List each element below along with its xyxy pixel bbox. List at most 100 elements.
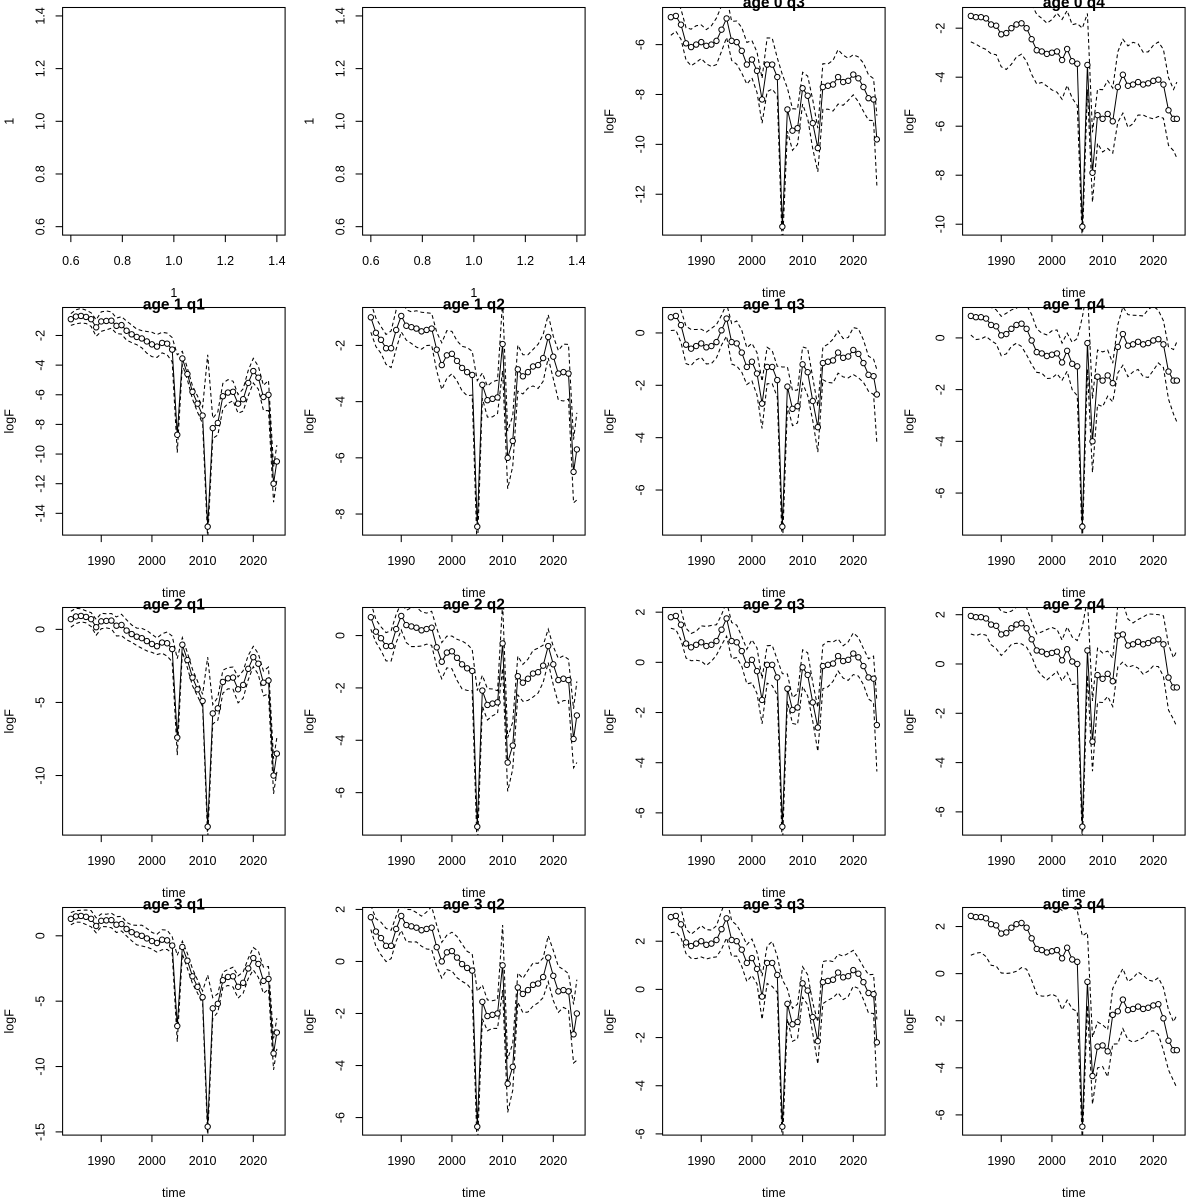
svg-text:-6: -6 [934, 1109, 948, 1120]
svg-text:logF: logF [902, 709, 916, 734]
svg-text:-4: -4 [934, 72, 948, 83]
svg-text:0: 0 [634, 986, 648, 993]
svg-text:-4: -4 [634, 432, 648, 443]
svg-text:logF: logF [602, 1009, 616, 1034]
svg-text:1990: 1990 [387, 1154, 415, 1168]
svg-text:2010: 2010 [189, 1154, 217, 1168]
svg-text:2000: 2000 [138, 554, 166, 568]
svg-text:2000: 2000 [438, 1154, 466, 1168]
svg-text:2020: 2020 [1139, 854, 1167, 868]
svg-text:1990: 1990 [687, 854, 715, 868]
svg-text:1990: 1990 [87, 1154, 115, 1168]
svg-text:age 1 q2: age 1 q2 [443, 296, 505, 313]
svg-text:-2: -2 [34, 330, 48, 341]
svg-text:1: 1 [2, 118, 16, 125]
svg-text:1990: 1990 [87, 554, 115, 568]
svg-text:-6: -6 [34, 389, 48, 400]
svg-text:1.0: 1.0 [334, 113, 348, 130]
svg-text:-8: -8 [634, 89, 648, 100]
svg-text:-2: -2 [334, 340, 348, 351]
svg-text:-4: -4 [634, 1080, 648, 1091]
svg-text:1: 1 [470, 286, 477, 300]
svg-text:time: time [162, 886, 186, 900]
svg-text:2020: 2020 [1139, 254, 1167, 268]
svg-text:-8: -8 [934, 170, 948, 181]
svg-text:2020: 2020 [539, 854, 567, 868]
svg-text:2020: 2020 [239, 1154, 267, 1168]
svg-text:age 1 q4: age 1 q4 [1043, 296, 1105, 313]
svg-text:2020: 2020 [539, 554, 567, 568]
svg-text:-2: -2 [334, 682, 348, 693]
svg-text:-6: -6 [934, 121, 948, 132]
svg-text:age 0 q4: age 0 q4 [1043, 0, 1105, 11]
svg-text:1990: 1990 [987, 554, 1015, 568]
svg-text:2000: 2000 [1038, 254, 1066, 268]
svg-text:time: time [1062, 1186, 1086, 1200]
svg-text:-10: -10 [34, 445, 48, 463]
svg-text:1.2: 1.2 [334, 60, 348, 77]
svg-text:0: 0 [634, 329, 648, 336]
svg-text:-6: -6 [634, 39, 648, 50]
svg-text:2020: 2020 [839, 1154, 867, 1168]
svg-text:1.0: 1.0 [34, 113, 48, 130]
svg-text:logF: logF [302, 709, 316, 734]
svg-text:time: time [462, 586, 486, 600]
svg-text:-4: -4 [334, 735, 348, 746]
svg-text:-2: -2 [934, 708, 948, 719]
svg-text:1.4: 1.4 [268, 254, 285, 268]
svg-text:1990: 1990 [987, 1154, 1015, 1168]
svg-text:-5: -5 [34, 697, 48, 708]
svg-text:0: 0 [934, 970, 948, 977]
svg-text:-6: -6 [634, 1128, 648, 1139]
svg-text:2010: 2010 [1089, 1154, 1117, 1168]
svg-text:0: 0 [934, 660, 948, 667]
svg-text:1.2: 1.2 [217, 254, 234, 268]
svg-text:-2: -2 [934, 23, 948, 34]
svg-text:1.4: 1.4 [34, 7, 48, 24]
svg-text:1990: 1990 [687, 254, 715, 268]
svg-text:2020: 2020 [839, 554, 867, 568]
svg-text:-8: -8 [334, 508, 348, 519]
svg-text:-4: -4 [934, 1062, 948, 1073]
svg-text:2000: 2000 [738, 554, 766, 568]
svg-text:-2: -2 [634, 380, 648, 391]
svg-text:2: 2 [934, 923, 948, 930]
svg-text:time: time [162, 1186, 186, 1200]
svg-text:2010: 2010 [489, 554, 517, 568]
svg-text:time: time [762, 886, 786, 900]
svg-text:-6: -6 [634, 484, 648, 495]
svg-text:-4: -4 [34, 360, 48, 371]
svg-text:-2: -2 [634, 707, 648, 718]
svg-text:time: time [1062, 586, 1086, 600]
svg-text:logF: logF [902, 109, 916, 134]
svg-text:age 2 q1: age 2 q1 [143, 596, 205, 613]
svg-text:1.0: 1.0 [165, 254, 182, 268]
svg-text:-4: -4 [334, 1060, 348, 1071]
svg-text:2000: 2000 [738, 1154, 766, 1168]
svg-text:2010: 2010 [1089, 554, 1117, 568]
svg-text:2020: 2020 [239, 854, 267, 868]
svg-text:1990: 1990 [687, 1154, 715, 1168]
svg-text:2010: 2010 [789, 854, 817, 868]
svg-text:2: 2 [634, 938, 648, 945]
svg-text:-8: -8 [34, 419, 48, 430]
svg-text:1.2: 1.2 [34, 60, 48, 77]
svg-text:-2: -2 [634, 1032, 648, 1043]
svg-text:0.6: 0.6 [34, 218, 48, 235]
svg-text:-10: -10 [34, 766, 48, 784]
svg-text:1990: 1990 [87, 854, 115, 868]
svg-text:age 2 q3: age 2 q3 [743, 596, 805, 613]
svg-text:-6: -6 [934, 806, 948, 817]
svg-text:-2: -2 [934, 384, 948, 395]
svg-text:-10: -10 [634, 135, 648, 153]
svg-text:age 2 q4: age 2 q4 [1043, 596, 1105, 613]
svg-text:time: time [462, 1186, 486, 1200]
svg-text:-12: -12 [34, 475, 48, 493]
svg-text:-10: -10 [34, 1057, 48, 1075]
svg-text:2020: 2020 [539, 1154, 567, 1168]
svg-text:2000: 2000 [438, 854, 466, 868]
svg-text:-6: -6 [634, 807, 648, 818]
svg-text:age 2 q2: age 2 q2 [443, 596, 505, 613]
svg-text:-2: -2 [934, 1015, 948, 1026]
svg-text:0: 0 [334, 632, 348, 639]
